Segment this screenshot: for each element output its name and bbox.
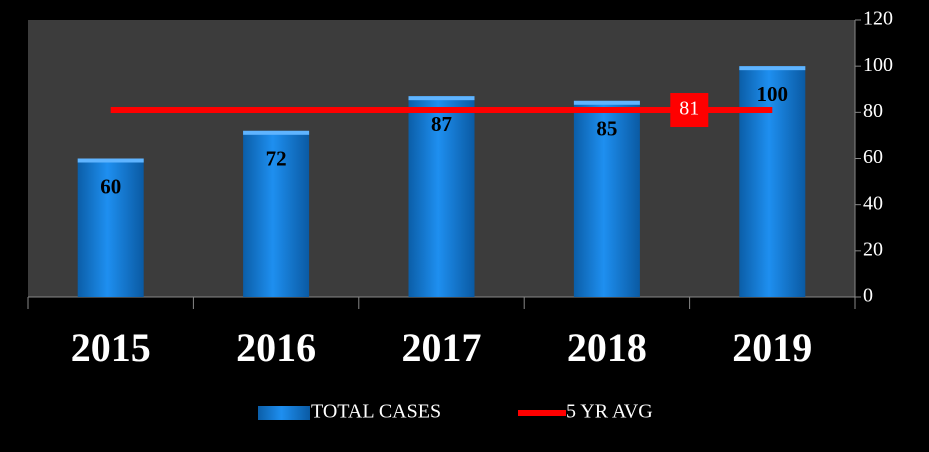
bar	[739, 66, 806, 298]
x-tick-label: 2019	[732, 325, 812, 370]
x-tick-label: 2016	[236, 325, 316, 370]
x-tick-label: 2015	[71, 325, 151, 370]
bar-top	[739, 66, 806, 71]
bar	[408, 96, 475, 297]
avg-label-box	[670, 93, 709, 128]
bar-label: 85	[596, 117, 617, 141]
y-tick-label: 20	[863, 238, 883, 260]
bar	[77, 158, 144, 297]
x-tick-label: 2017	[402, 325, 482, 370]
y-tick-label: 120	[863, 8, 893, 30]
bar-top	[77, 158, 144, 163]
bar-top	[408, 96, 475, 101]
y-tick-label: 100	[863, 54, 893, 76]
y-tick-label: 80	[863, 100, 883, 122]
bar-label: 100	[757, 82, 789, 106]
bar-label: 60	[100, 174, 121, 198]
x-tick-label: 2018	[567, 325, 647, 370]
bar-label: 87	[431, 112, 452, 136]
legend-label: 5 YR AVG	[566, 401, 653, 423]
y-tick-label: 40	[863, 192, 883, 214]
y-tick-label: 60	[863, 146, 883, 168]
legend-label: TOTAL CASES	[311, 401, 441, 423]
bar	[243, 130, 310, 297]
avg-label: 81	[679, 98, 699, 120]
bar	[573, 100, 640, 298]
bar-top	[573, 100, 640, 105]
legend-swatch	[258, 406, 310, 420]
y-tick-label: 0	[863, 285, 873, 307]
bar-top	[243, 130, 310, 135]
bar-label: 72	[266, 147, 287, 171]
